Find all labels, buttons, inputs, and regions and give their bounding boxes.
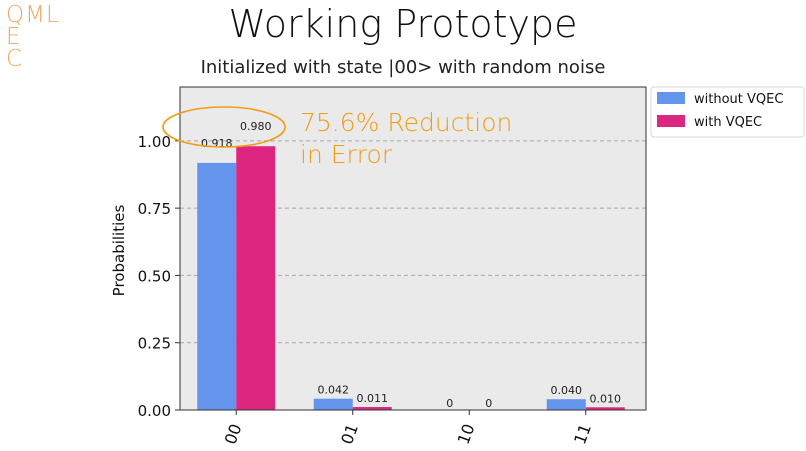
- data-label: 0.011: [357, 392, 389, 405]
- bar: [546, 399, 586, 410]
- bar: [313, 398, 353, 410]
- logo-line-2: E: [6, 24, 22, 50]
- x-tick-label: 00: [221, 421, 246, 447]
- y-tick-label: 1.00: [138, 133, 171, 151]
- x-tick-label: 10: [454, 421, 479, 447]
- bar: [352, 407, 392, 410]
- data-label: 0.042: [318, 384, 350, 397]
- y-tick-label: 0.00: [138, 402, 171, 420]
- plot-frame: [179, 86, 647, 411]
- logo-line-3: C: [6, 46, 24, 72]
- x-tick-label: 01: [337, 421, 362, 447]
- data-label: 0: [485, 397, 492, 410]
- legend-label: with VQEC: [694, 115, 762, 130]
- legend-box: [650, 86, 805, 138]
- data-label: 0.980: [240, 120, 272, 133]
- y-axis-label: Probabilities: [110, 205, 128, 297]
- highlight-ellipse: [162, 106, 286, 148]
- bar: [236, 146, 276, 410]
- legend-label: without VQEC: [694, 92, 783, 107]
- data-label: 0.918: [201, 137, 233, 150]
- qmlec-logo: QML E C: [6, 2, 60, 72]
- legend-swatch: [657, 92, 685, 104]
- annotation-line-1: 75.6% Reduction: [300, 108, 512, 137]
- annotation-line-2: in Error: [300, 140, 393, 169]
- bar: [585, 407, 625, 410]
- y-tick-label: 0.75: [138, 200, 171, 218]
- y-tick-label: 0.25: [138, 335, 171, 353]
- legend-swatch: [657, 115, 685, 127]
- logo-line-1: QML: [6, 2, 60, 28]
- bar: [197, 162, 237, 410]
- legend: without VQEC with VQEC: [650, 86, 805, 138]
- data-label: 0.040: [551, 384, 583, 397]
- slide-title: Working Prototype: [228, 2, 578, 46]
- x-tick-label: 11: [570, 421, 595, 447]
- data-label: 0: [446, 397, 453, 410]
- y-tick-label: 0.50: [138, 267, 171, 285]
- data-label: 0.010: [590, 392, 622, 405]
- slide-subtitle: Initialized with state |00> with random …: [200, 57, 606, 78]
